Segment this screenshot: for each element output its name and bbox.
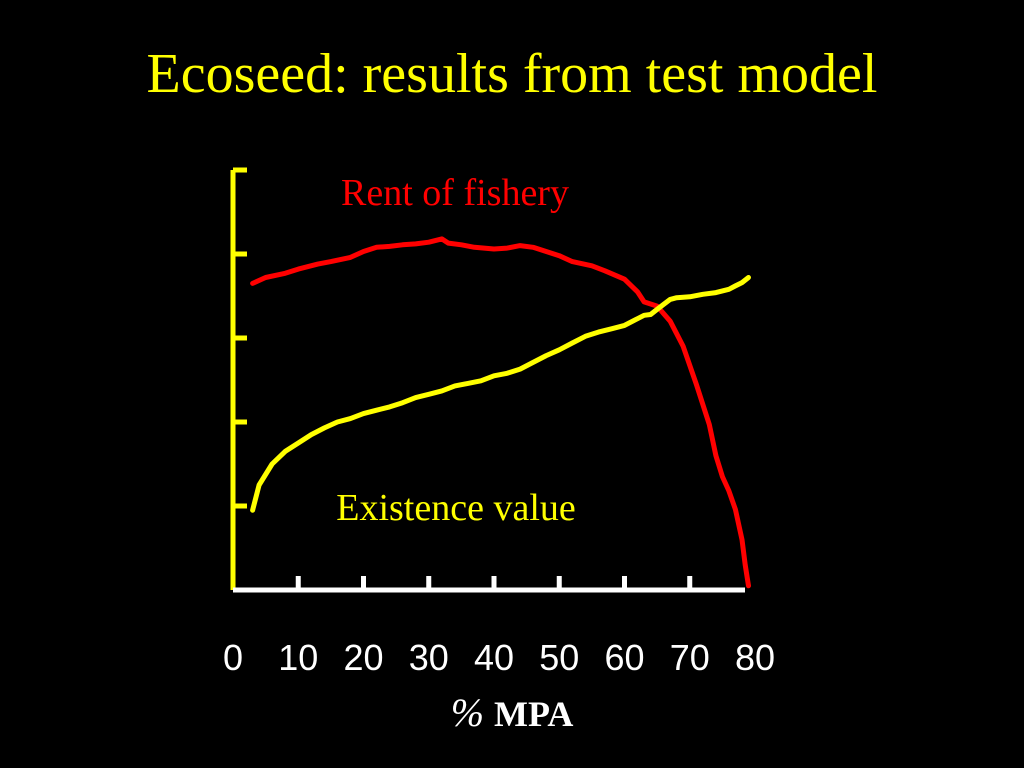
slide-title: Ecoseed: results from test model [146,43,878,105]
x-tick-label: 0 [223,637,243,678]
chart-series [250,236,751,589]
series-label-rent-of-fishery: Rent of fishery [341,172,569,214]
x-axis-unit-name: MPA [494,694,574,734]
x-axis-title: % MPA [0,688,1024,739]
x-tick-label: 40 [474,637,514,678]
series-line [250,236,751,589]
x-tick-label: 30 [409,637,449,678]
x-tick-label: 70 [670,637,710,678]
chart-axes [230,167,745,593]
x-tick-label: 50 [539,637,579,678]
series-label-existence-value: Existence value [336,487,576,529]
x-axis-unit-symbol: % [450,690,485,735]
x-tick-label: 20 [343,637,383,678]
series-line [250,275,751,513]
x-tick-label: 60 [604,637,644,678]
x-tick-label: 80 [735,637,775,678]
x-tick-label: 10 [278,637,318,678]
chart-labels: 0 10 20 30 40 50 60 70 80 Rent of fishery Existenc… [223,172,775,678]
